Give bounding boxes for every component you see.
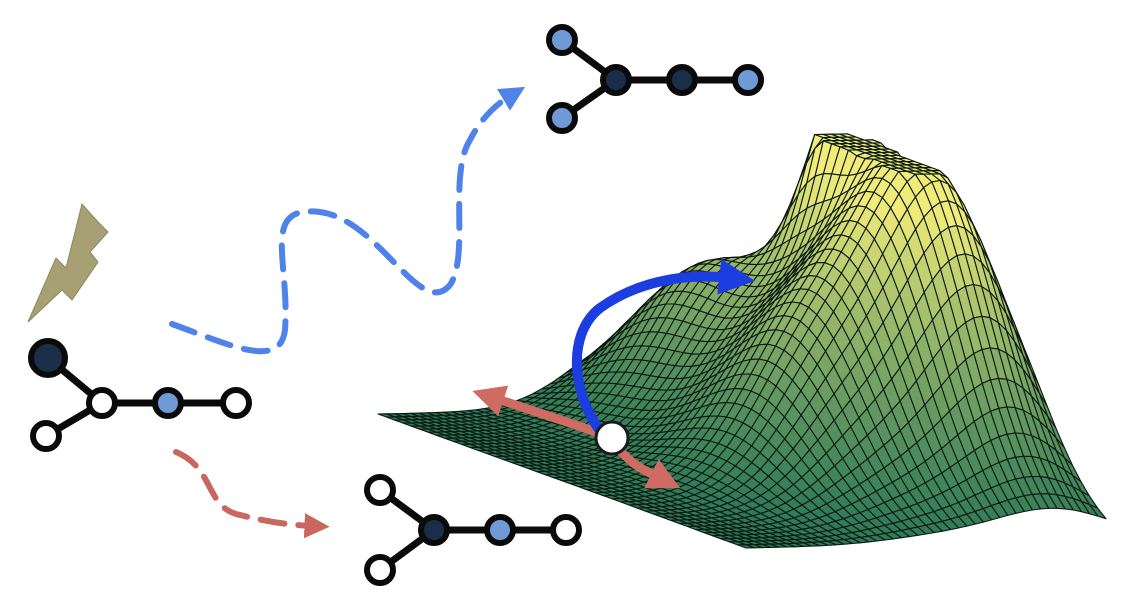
atom-dark bbox=[418, 514, 450, 546]
energy-surface bbox=[377, 133, 1107, 549]
atom-light-blue bbox=[152, 387, 184, 419]
red-dashed-path-arrow bbox=[173, 449, 330, 539]
atom-light-blue bbox=[546, 24, 578, 56]
blue-product-molecule bbox=[546, 24, 764, 134]
atom-white bbox=[364, 474, 396, 506]
atom-white bbox=[220, 387, 252, 419]
atom-light-blue bbox=[484, 514, 516, 546]
atom-white bbox=[550, 514, 582, 546]
blue-dashed-path-arrow bbox=[169, 86, 526, 355]
red-product-molecule bbox=[364, 474, 582, 586]
atom-light-blue bbox=[732, 64, 764, 96]
atom-dark bbox=[600, 64, 632, 96]
lightning-bolt-icon bbox=[27, 202, 109, 323]
atom-white bbox=[30, 420, 62, 452]
start-molecule bbox=[28, 338, 252, 452]
atom-white bbox=[86, 387, 118, 419]
atom-light-blue bbox=[546, 102, 578, 134]
atom-dark bbox=[666, 64, 698, 96]
blue-surface-arrow bbox=[571, 258, 756, 443]
surface-start-point bbox=[594, 420, 630, 456]
atom-dark bbox=[28, 338, 68, 378]
atom-white bbox=[364, 554, 396, 586]
surface-mesh-cell bbox=[737, 544, 755, 549]
